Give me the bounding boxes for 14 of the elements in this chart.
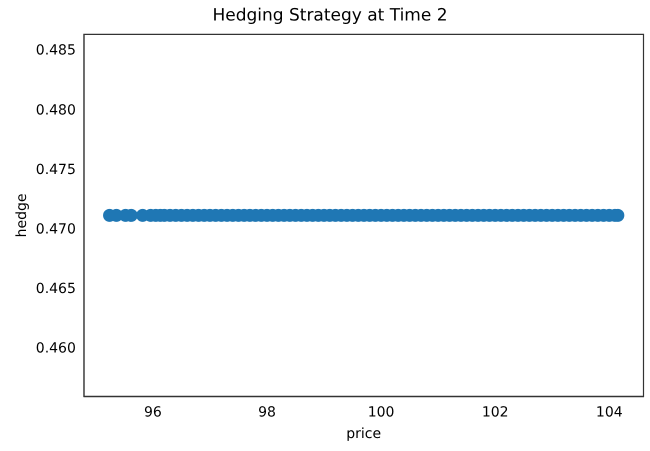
x-axis-title: price (346, 426, 382, 442)
x-tick-label: 96 (144, 404, 162, 420)
x-tick-label: 102 (482, 404, 509, 420)
y-tick-label: 0.460 (36, 340, 76, 356)
x-tick-label: 100 (368, 404, 394, 420)
x-tick-label: 98 (258, 404, 276, 420)
y-tick-label: 0.475 (36, 162, 76, 178)
x-tick-label: 104 (596, 404, 623, 420)
y-tick-label: 0.485 (36, 42, 76, 59)
y-tick-label: 0.470 (36, 221, 76, 238)
chart-title: Hedging Strategy at Time 2 (212, 6, 448, 26)
y-axis-title: hedge (14, 193, 30, 238)
y-tick-label: 0.480 (36, 102, 76, 118)
y-tick-label: 0.465 (36, 280, 76, 297)
